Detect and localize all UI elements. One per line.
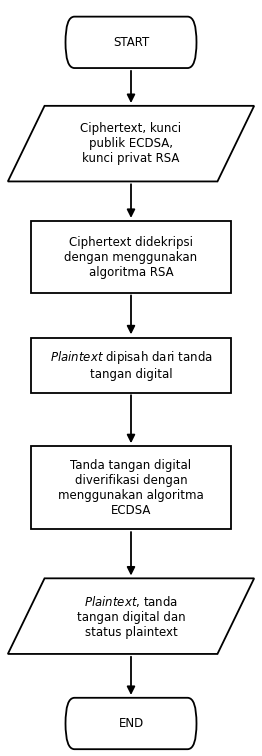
Polygon shape <box>8 106 254 181</box>
Text: Ciphertext, kunci
publik ECDSA,
kunci privat RSA: Ciphertext, kunci publik ECDSA, kunci pr… <box>80 122 182 165</box>
Bar <box>31 446 231 529</box>
Polygon shape <box>8 578 254 654</box>
Text: START: START <box>113 36 149 49</box>
FancyBboxPatch shape <box>66 698 196 749</box>
Bar <box>31 337 231 393</box>
Text: $\it{Plaintext}$, tanda
tangan digital dan
status plaintext: $\it{Plaintext}$, tanda tangan digital d… <box>77 593 185 639</box>
FancyBboxPatch shape <box>66 17 196 68</box>
Text: Ciphertext didekripsi
dengan menggunakan
algoritma RSA: Ciphertext didekripsi dengan menggunakan… <box>64 236 198 278</box>
Text: $\it{Plaintext}$ dipisah dari tanda
tangan digital: $\it{Plaintext}$ dipisah dari tanda tang… <box>50 349 212 381</box>
Text: END: END <box>118 717 144 730</box>
Text: Tanda tangan digital
diverifikasi dengan
menggunakan algoritma
ECDSA: Tanda tangan digital diverifikasi dengan… <box>58 459 204 516</box>
Bar <box>31 221 231 293</box>
